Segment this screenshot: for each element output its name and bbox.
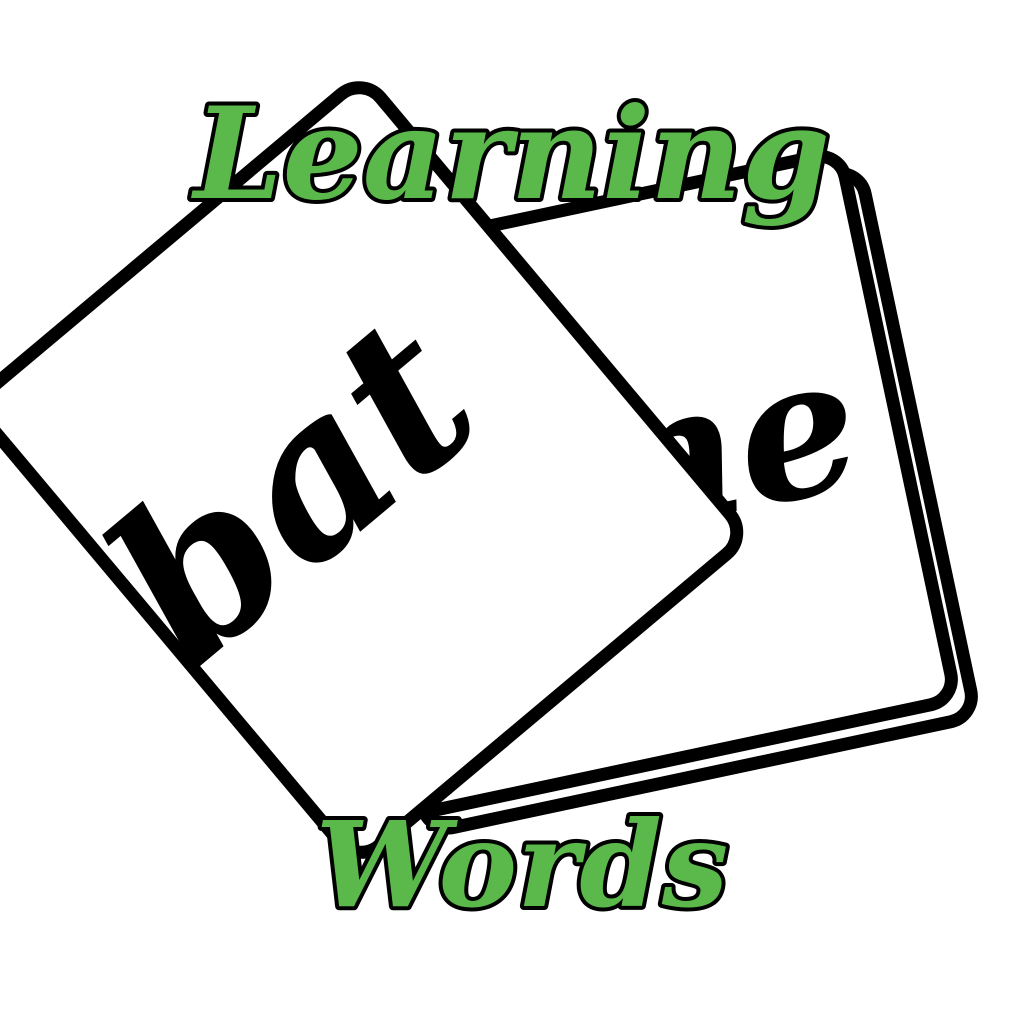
title-line-words: Words <box>316 795 729 934</box>
title-line-learning: Learning <box>191 80 830 228</box>
front-card-body <box>0 81 744 859</box>
front-card: bat <box>0 81 744 859</box>
